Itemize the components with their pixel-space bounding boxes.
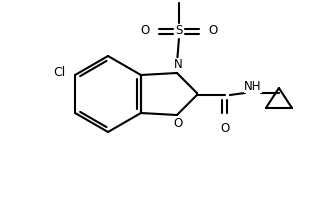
Text: O: O xyxy=(140,25,150,38)
Text: O: O xyxy=(173,117,182,130)
Text: N: N xyxy=(173,59,182,71)
Text: O: O xyxy=(208,25,217,38)
Text: NH: NH xyxy=(244,80,262,92)
Text: S: S xyxy=(175,25,182,38)
Text: Cl: Cl xyxy=(53,67,65,80)
Text: O: O xyxy=(220,121,229,134)
